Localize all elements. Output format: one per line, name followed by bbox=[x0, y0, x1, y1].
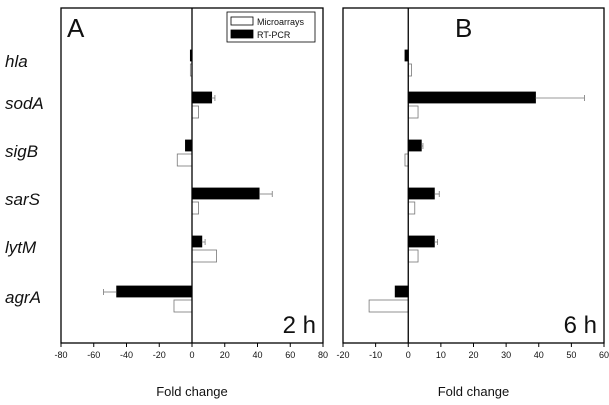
gene-label-sarS: sarS bbox=[5, 190, 41, 209]
gene-label-agrA: agrA bbox=[5, 288, 41, 307]
bar-b-rtpcr-sarS bbox=[407, 187, 435, 200]
xtick-label-b--20: -20 bbox=[336, 350, 349, 360]
panel-b-label: B bbox=[455, 13, 472, 43]
bar-b-rtpcr-sodA bbox=[407, 91, 536, 104]
bar-a-rtpcr-sarS bbox=[191, 187, 260, 200]
gene-label-sodA: sodA bbox=[5, 94, 44, 113]
xtick-label-a--20: -20 bbox=[153, 350, 166, 360]
panel-a-xlabel: Fold change bbox=[156, 384, 228, 399]
xtick-label-a-20: 20 bbox=[220, 350, 230, 360]
bar-b-microarray-sodA bbox=[407, 105, 419, 119]
bar-a-microarray-sigB bbox=[176, 153, 193, 167]
gene-label-hla: hla bbox=[5, 52, 28, 71]
xtick-label-a--60: -60 bbox=[87, 350, 100, 360]
xtick-label-b-20: 20 bbox=[468, 350, 478, 360]
xtick-label-a--80: -80 bbox=[54, 350, 67, 360]
legend-label-microarray: Microarrays bbox=[257, 17, 305, 27]
xtick-label-b-0: 0 bbox=[406, 350, 411, 360]
xtick-label-a-0: 0 bbox=[189, 350, 194, 360]
bar-b-microarray-sarS bbox=[407, 201, 416, 215]
xtick-label-b-40: 40 bbox=[534, 350, 544, 360]
bar-a-microarray-lytM bbox=[191, 249, 217, 263]
bar-a-rtpcr-agrA bbox=[116, 285, 193, 298]
bar-b-microarray-lytM bbox=[407, 249, 419, 263]
xtick-label-b-10: 10 bbox=[436, 350, 446, 360]
bar-a-rtpcr-lytM bbox=[191, 235, 203, 248]
xtick-label-a--40: -40 bbox=[120, 350, 133, 360]
panel-b-xlabel: Fold change bbox=[438, 384, 510, 399]
bar-a-microarray-sodA bbox=[191, 105, 199, 119]
panel-b-time: 6 h bbox=[564, 312, 597, 339]
bar-b-rtpcr-lytM bbox=[407, 235, 435, 248]
xtick-label-b-60: 60 bbox=[599, 350, 609, 360]
legend-swatch-microarray bbox=[230, 16, 254, 26]
legend-swatch-rtpcr bbox=[230, 29, 254, 39]
xtick-label-a-80: 80 bbox=[318, 350, 328, 360]
bar-b-rtpcr-agrA bbox=[394, 285, 409, 298]
xtick-label-a-40: 40 bbox=[252, 350, 262, 360]
bar-b-rtpcr-sigB bbox=[407, 139, 422, 152]
xtick-label-b-50: 50 bbox=[566, 350, 576, 360]
xtick-label-a-60: 60 bbox=[285, 350, 295, 360]
panel-a-label: A bbox=[67, 13, 85, 43]
bar-a-microarray-agrA bbox=[173, 299, 193, 313]
bar-a-rtpcr-sigB bbox=[185, 139, 193, 152]
panel-b-frame bbox=[342, 7, 605, 344]
bar-a-microarray-sarS bbox=[191, 201, 199, 215]
gene-label-sigB: sigB bbox=[5, 142, 38, 161]
xtick-label-b-30: 30 bbox=[501, 350, 511, 360]
bar-b-microarray-agrA bbox=[368, 299, 409, 313]
panel-a-time: 2 h bbox=[283, 312, 316, 339]
bar-a-rtpcr-sodA bbox=[191, 91, 213, 104]
gene-label-lytM: lytM bbox=[5, 238, 37, 257]
xtick-label-b--10: -10 bbox=[369, 350, 382, 360]
legend-label-rtpcr: RT-PCR bbox=[257, 30, 291, 40]
